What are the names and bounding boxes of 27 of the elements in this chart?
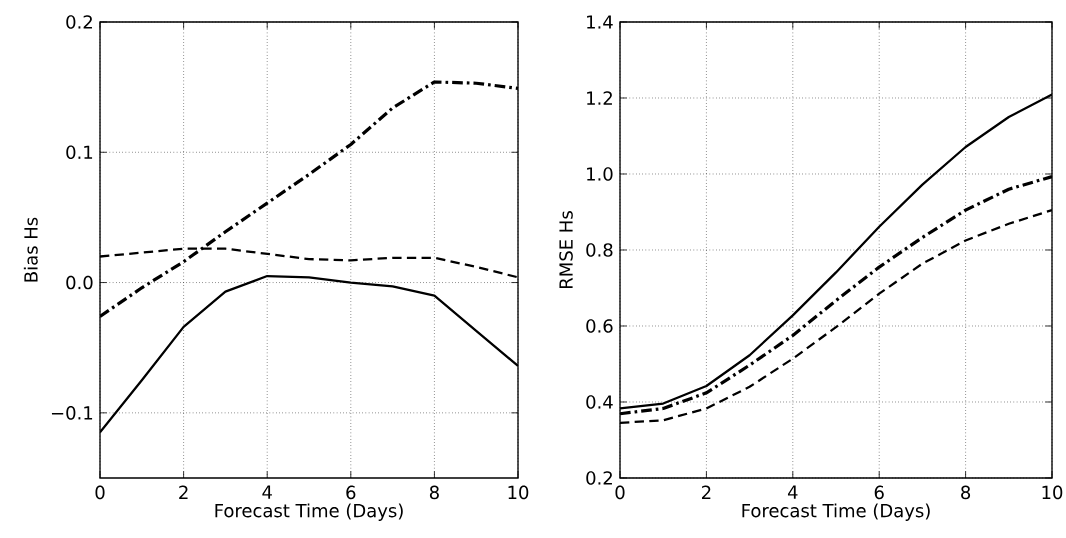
y-axis-title: Bias Hs bbox=[23, 217, 38, 282]
y-axis-title: RMSE Hs bbox=[559, 211, 573, 288]
x-tick-label: 8 bbox=[961, 485, 971, 500]
x-axis-title: Forecast Time (Days) bbox=[742, 503, 930, 521]
y-tick-label: 0.4 bbox=[586, 395, 613, 409]
x-tick-label: 2 bbox=[702, 485, 711, 499]
x-tick-label: 0 bbox=[95, 485, 105, 500]
y-tick-label: 0.1 bbox=[66, 145, 93, 160]
x-tick-label: 0 bbox=[615, 485, 625, 500]
x-tick-label: 6 bbox=[346, 485, 356, 500]
y-tick-label: 1.4 bbox=[587, 15, 613, 29]
x-tick-label: 4 bbox=[787, 485, 798, 499]
y-tick-label: 0.8 bbox=[586, 243, 613, 257]
y-tick-label: 0.6 bbox=[586, 319, 613, 333]
y-tick-label: 1.2 bbox=[587, 91, 612, 105]
y-tick-label: 1.0 bbox=[587, 167, 613, 181]
x-axis-title: Forecast Time (Days) bbox=[215, 503, 403, 521]
x-tick-label: 8 bbox=[429, 485, 439, 500]
x-tick-label: 4 bbox=[262, 485, 272, 499]
x-tick-label: 6 bbox=[874, 485, 884, 500]
y-tick-label: 0.2 bbox=[66, 15, 92, 29]
x-tick-label: 2 bbox=[179, 485, 188, 499]
y-tick-label: 0.2 bbox=[586, 471, 612, 485]
x-tick-label: 10 bbox=[1042, 485, 1063, 500]
y-tick-label: 0.0 bbox=[66, 275, 93, 290]
x-tick-label: 10 bbox=[508, 485, 529, 500]
y-tick-label: −0.1 bbox=[51, 406, 93, 420]
